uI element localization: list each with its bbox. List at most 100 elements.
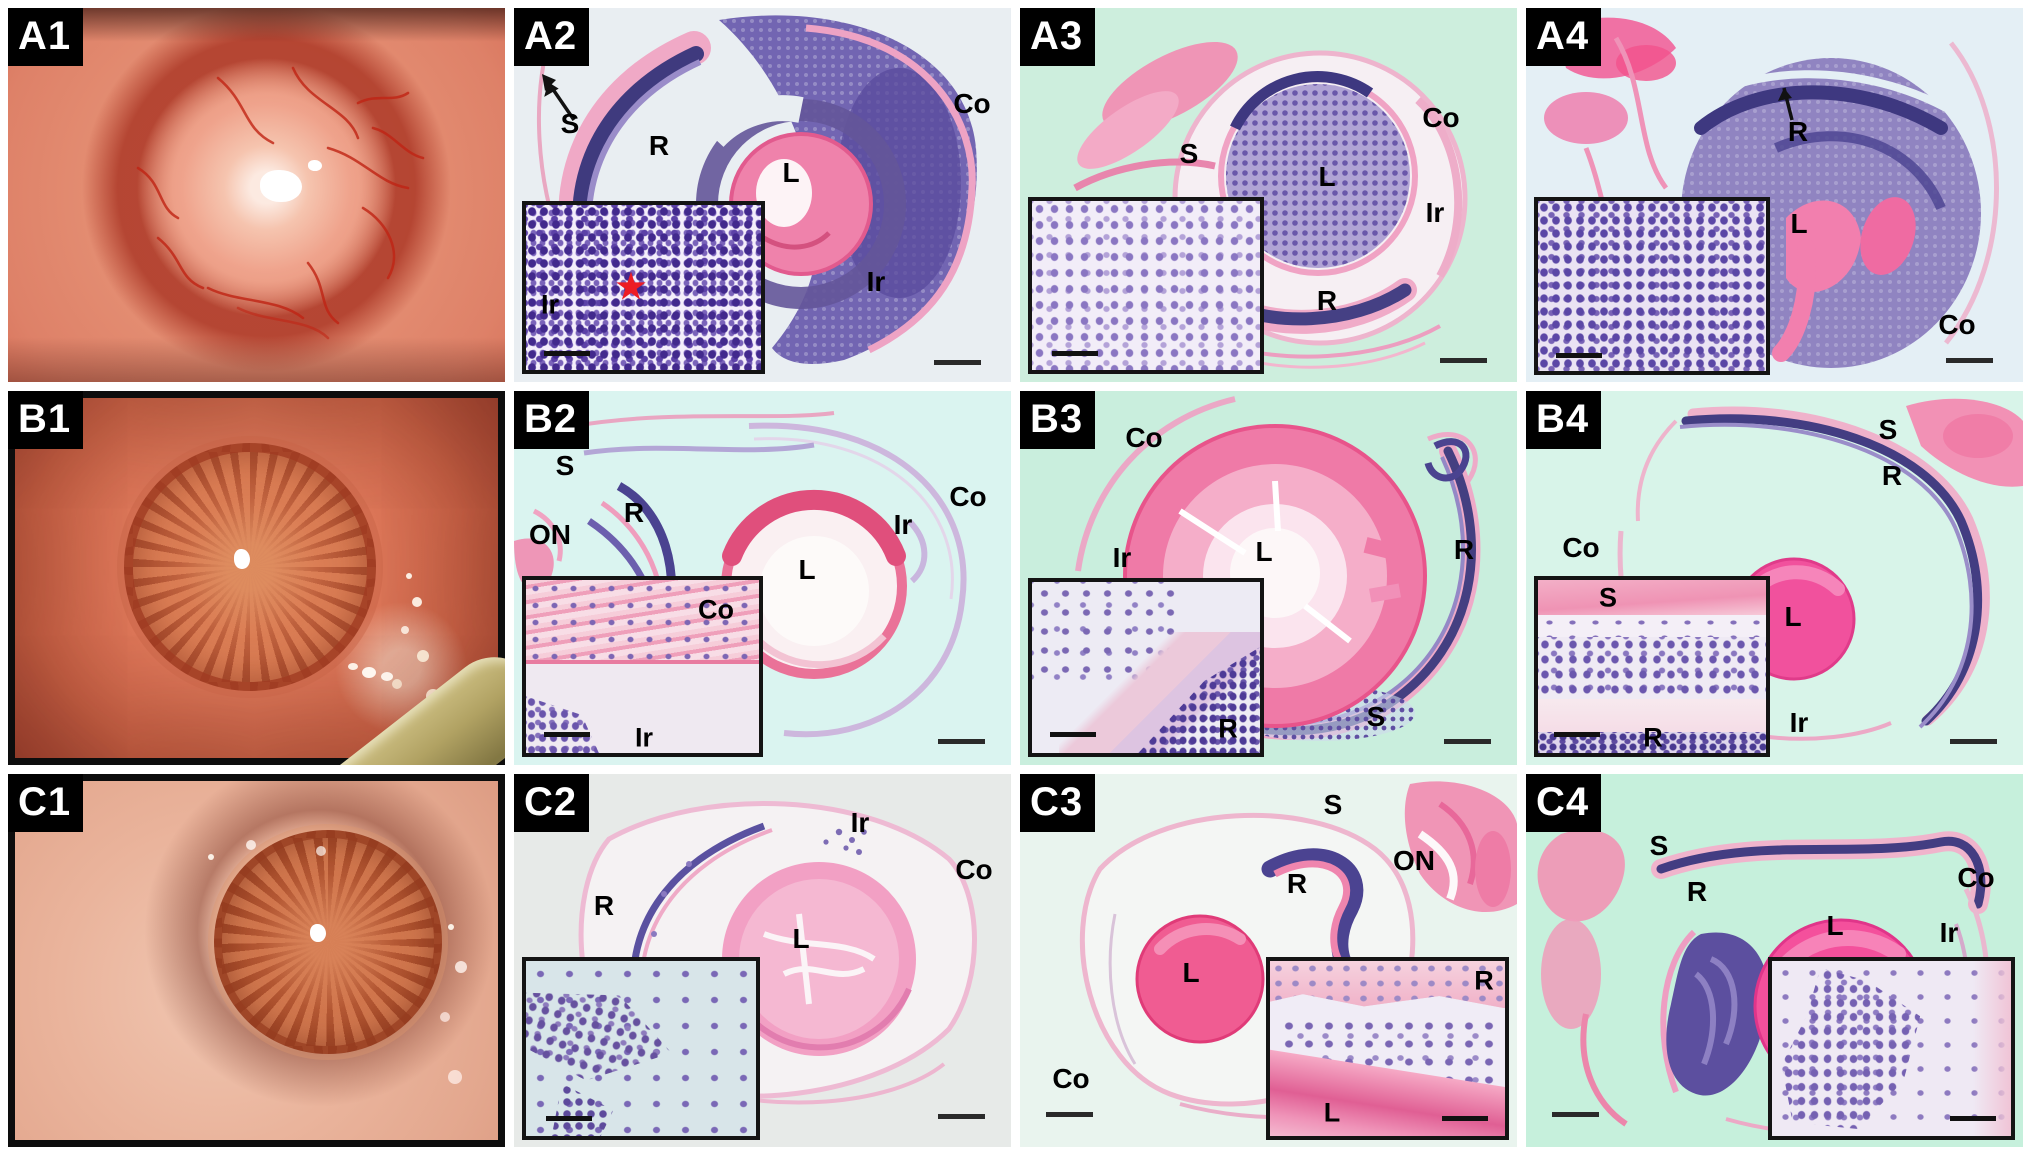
label-cornea: Co [1562, 532, 1600, 563]
annotation-arrow [542, 74, 576, 121]
inset-cornea-tissue [526, 580, 759, 664]
label-cornea: Co [1125, 422, 1163, 453]
cataract-lens [214, 830, 442, 1054]
label-sclera: S [1179, 138, 1199, 169]
label-iris: Ir [1789, 707, 1809, 738]
inset-retina-cells [1538, 637, 1766, 700]
label-retina: R [1453, 534, 1475, 565]
label-sclera: S [1366, 701, 1386, 732]
panel-a3: S L Co Ir R A3 [1020, 8, 1517, 382]
scale-bar [1444, 739, 1491, 744]
panel-c3: S ON R L Co R L C3 [1020, 774, 1517, 1147]
scale-bar [1950, 739, 1997, 744]
label-lens: L [1826, 910, 1844, 941]
label-lens: L [1182, 957, 1200, 988]
inset-cell-cluster [549, 1083, 614, 1136]
panel-a4: R L Co A4 [1526, 8, 2023, 382]
panel-tag: B1 [8, 391, 84, 449]
panel-tag: C3 [1020, 774, 1096, 832]
label-lens: L [792, 923, 810, 954]
label-lens: L [798, 554, 816, 585]
reflection-specks [348, 663, 358, 670]
histology-art [514, 774, 1011, 1147]
scale-bar [1442, 1116, 1488, 1121]
panel-tag: A4 [1526, 8, 1602, 66]
label-lens: L [1323, 1097, 1341, 1128]
label-cornea: Co [1957, 862, 1995, 893]
label-retina: R [648, 130, 670, 161]
label-optic-nerve: ON [529, 519, 571, 550]
label-iris: Ir [1939, 917, 1959, 948]
specular-highlight [310, 924, 326, 942]
label-iris: Ir [866, 266, 886, 297]
label-iris: Ir [1112, 542, 1132, 573]
panel-c4: S R Co L Ir C4 [1526, 774, 2023, 1147]
label-retina: R [1643, 722, 1663, 753]
panel-c1: C1 [8, 774, 505, 1147]
scale-bar [1050, 732, 1096, 737]
scale-bar [1554, 732, 1600, 737]
panel-tag: B3 [1020, 391, 1096, 449]
scale-bar [938, 1114, 985, 1119]
label-sclera: S [1598, 582, 1618, 613]
reflection-specks [208, 854, 214, 860]
label-cornea: Co [1052, 1063, 1090, 1094]
scale-bar [934, 360, 981, 365]
label-iris: Ir [540, 289, 560, 320]
scale-bar [938, 739, 985, 744]
label-lens: L [1255, 536, 1273, 567]
magnified-inset [522, 957, 760, 1140]
label-cornea: Co [949, 481, 987, 512]
scale-bar [1046, 1112, 1093, 1117]
reflection-specks [448, 924, 454, 930]
magnified-inset [1768, 957, 2015, 1140]
blood-vessels-art [136, 66, 425, 340]
panel-tag: B4 [1526, 391, 1602, 449]
label-lens: L [1318, 161, 1336, 192]
panel-b2: S ON R L Ir Co Co Ir B2 [514, 391, 1011, 765]
label-retina: R [1881, 460, 1903, 491]
label-retina: R [1316, 285, 1338, 316]
panel-b4: S R Co L Ir S R B4 [1526, 391, 2023, 765]
label-lens: L [1784, 601, 1802, 632]
reflection-specks [406, 573, 412, 579]
label-lens: L [1790, 208, 1808, 239]
magnified-inset [1534, 197, 1770, 375]
panel-tag: A3 [1020, 8, 1096, 66]
panel-tag: C4 [1526, 774, 1602, 832]
panel-tag: C2 [514, 774, 590, 832]
panel-a1: A1 [8, 8, 505, 382]
specular-highlight [234, 549, 250, 569]
magnified-inset [1028, 197, 1264, 374]
label-retina: R [1218, 713, 1238, 744]
inset-cell-cluster [522, 968, 683, 1101]
scale-bar [1552, 1112, 1599, 1117]
magnified-inset: S R [1534, 576, 1770, 757]
scale-bar [1950, 1116, 1996, 1121]
magnified-inset: R [1028, 578, 1264, 757]
label-cornea: Co [1938, 309, 1976, 340]
label-iris: Ir [1425, 197, 1445, 228]
specular-highlight [308, 160, 322, 171]
cataract-lens [124, 443, 376, 691]
label-cornea: Co [698, 594, 734, 625]
inset-layer [1538, 699, 1766, 733]
magnified-inset: Ir ★ [522, 201, 765, 374]
scale-bar [1946, 358, 1993, 363]
label-cornea: Co [953, 88, 991, 119]
label-iris: Ir [634, 722, 654, 753]
specular-highlight [260, 170, 302, 202]
panel-tag: B2 [514, 391, 590, 449]
label-retina: R [1286, 868, 1308, 899]
panel-b3: Co Ir L R S R B3 [1020, 391, 1517, 765]
label-iris: Ir [893, 509, 913, 540]
annotation-arrow [1778, 87, 1794, 121]
inset-layer [1538, 614, 1766, 638]
eye-photo [8, 8, 505, 382]
magnified-inset: Co Ir [522, 576, 763, 757]
scale-bar [1556, 353, 1602, 358]
panel-c2: Ir Co R L C2 [514, 774, 1011, 1147]
label-retina: R [623, 497, 645, 528]
scale-bar [546, 1116, 592, 1121]
